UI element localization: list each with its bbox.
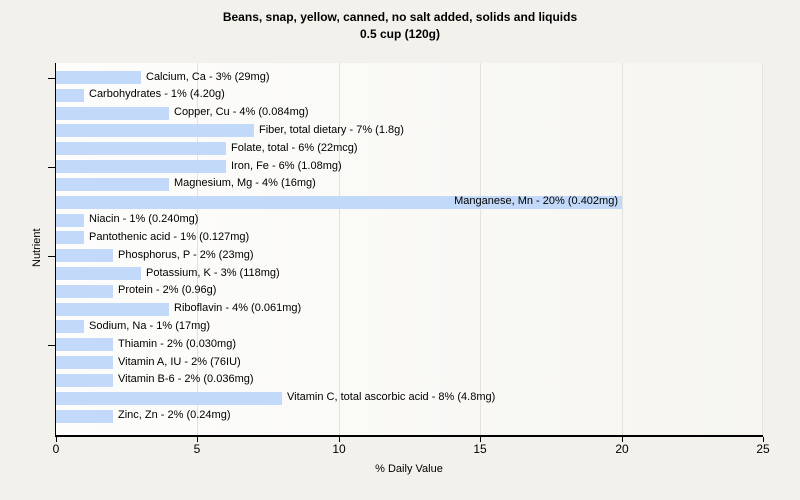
bar-label-manganese-mn: Manganese, Mn - 20% (0.402mg) xyxy=(454,195,618,207)
bar-label-magnesium-mg: Magnesium, Mg - 4% (16mg) xyxy=(174,177,316,189)
bar-label-vitamin-c-total-ascorbic-acid: Vitamin C, total ascorbic acid - 8% (4.8… xyxy=(287,391,496,403)
bar-label-phosphorus-p: Phosphorus, P - 2% (23mg) xyxy=(118,249,254,261)
bar-label-niacin: Niacin - 1% (0.240mg) xyxy=(89,213,199,225)
x-tick-5 xyxy=(197,437,198,442)
bar-label-sodium-na: Sodium, Na - 1% (17mg) xyxy=(89,320,211,332)
x-axis-label: % Daily Value xyxy=(375,463,443,475)
bar-fiber-total-dietary xyxy=(56,124,254,137)
bar-label-riboflavin: Riboflavin - 4% (0.061mg) xyxy=(174,302,302,314)
x-tick-label-5: 5 xyxy=(193,442,201,456)
x-tick-0 xyxy=(56,437,57,442)
bar-thiamin xyxy=(56,338,113,351)
gridline-x-25 xyxy=(762,63,763,435)
bar-niacin xyxy=(56,214,84,227)
bar-calcium-ca xyxy=(56,71,141,84)
bar-label-zinc-zn: Zinc, Zn - 2% (0.24mg) xyxy=(118,409,231,421)
bar-label-potassium-k: Potassium, K - 3% (118mg) xyxy=(146,267,280,279)
bar-protein xyxy=(56,285,113,298)
bar-label-vitamin-b-6: Vitamin B-6 - 2% (0.036mg) xyxy=(118,373,254,385)
bar-folate-total xyxy=(56,142,226,155)
bar-magnesium-mg xyxy=(56,178,169,191)
x-tick-20 xyxy=(622,437,623,442)
bar-vitamin-c-total-ascorbic-acid xyxy=(56,392,282,405)
bar-potassium-k xyxy=(56,267,141,280)
y-axis-label: Nutrient xyxy=(31,228,43,268)
gridline-x-15 xyxy=(480,63,481,435)
x-tick-15 xyxy=(480,437,481,442)
bar-label-calcium-ca: Calcium, Ca - 3% (29mg) xyxy=(146,71,270,83)
gridline-x-5 xyxy=(197,63,198,435)
bar-label-protein: Protein - 2% (0.96g) xyxy=(118,284,217,296)
bar-iron-fe xyxy=(56,160,226,173)
bar-zinc-zn xyxy=(56,410,113,423)
bar-vitamin-a-iu xyxy=(56,356,113,369)
bar-vitamin-b-6 xyxy=(56,374,113,387)
bar-label-pantothenic-acid: Pantothenic acid - 1% (0.127mg) xyxy=(89,231,250,243)
bar-label-carbohydrates: Carbohydrates - 1% (4.20g) xyxy=(89,88,225,100)
x-tick-label-20: 20 xyxy=(615,442,629,456)
bar-carbohydrates xyxy=(56,89,84,102)
bar-phosphorus-p xyxy=(56,249,113,262)
chart-title-line2: 0.5 cup (120g) xyxy=(359,27,441,41)
gridline-x-20 xyxy=(622,63,623,435)
bar-label-vitamin-a-iu: Vitamin A, IU - 2% (76IU) xyxy=(118,356,241,368)
bar-label-folate-total: Folate, total - 6% (22mcg) xyxy=(231,142,358,154)
bar-label-fiber-total-dietary: Fiber, total dietary - 7% (1.8g) xyxy=(259,124,404,136)
x-tick-label-15: 15 xyxy=(473,442,487,456)
bar-riboflavin xyxy=(56,303,169,316)
x-tick-label-25: 25 xyxy=(756,442,770,456)
x-tick-label-10: 10 xyxy=(332,442,346,456)
bar-manganese-mn xyxy=(56,196,622,209)
y-tick-15 xyxy=(48,345,56,346)
y-tick-5 xyxy=(48,167,56,168)
plot-area: Calcium, Ca - 3% (29mg) Carbohydrates - 1… xyxy=(55,63,763,437)
bar-copper-cu xyxy=(56,107,169,120)
x-tick-25 xyxy=(763,437,764,442)
y-tick-10 xyxy=(48,256,56,257)
chart-title: Beans, snap, yellow, canned, no salt add… xyxy=(0,9,800,43)
bar-pantothenic-acid xyxy=(56,231,84,244)
bar-label-iron-fe: Iron, Fe - 6% (1.08mg) xyxy=(231,160,342,172)
bar-sodium-na xyxy=(56,320,84,333)
chart-title-line1: Beans, snap, yellow, canned, no salt add… xyxy=(222,10,578,24)
x-tick-label-0: 0 xyxy=(52,442,60,456)
x-tick-10 xyxy=(339,437,340,442)
gridline-x-10 xyxy=(339,63,340,435)
bar-label-thiamin: Thiamin - 2% (0.030mg) xyxy=(118,338,236,350)
y-tick-0 xyxy=(48,78,56,79)
bar-label-copper-cu: Copper, Cu - 4% (0.084mg) xyxy=(174,106,309,118)
